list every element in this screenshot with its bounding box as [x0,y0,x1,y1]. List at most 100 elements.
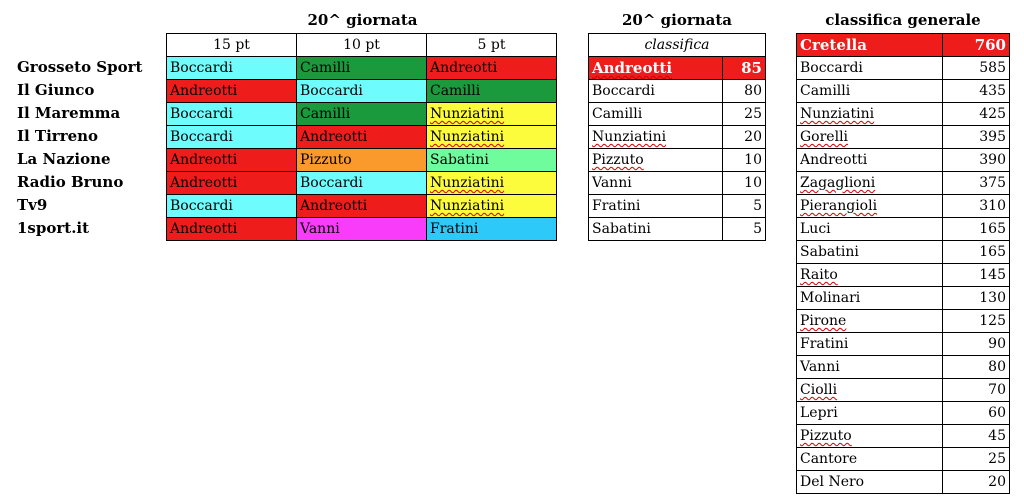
ranking-row: Pizzuto 45 [795,424,1010,448]
vote-cell: Camilli [296,56,427,80]
vote-cell: Andreotti [166,79,297,103]
ranking-score: 80 [722,79,766,103]
votes-header-row: 15 pt 10 pt 5 pt [166,33,557,57]
player-name: Cantore [800,451,858,467]
player-name: Lepri [800,405,838,421]
ranking-score: 310 [942,194,1010,218]
ranking-score: 165 [942,217,1010,241]
player-name: Nunziatini [800,106,875,122]
player-name: Nunziatini [592,129,667,145]
vote-name: Boccardi [300,83,363,99]
ranking-row: Boccardi 585 [795,56,1010,80]
vote-cell: Boccardi [166,56,297,80]
vote-cell: Andreotti [296,125,427,149]
vote-name: Boccardi [170,106,233,122]
player-name: Zagaglioni [800,175,876,191]
ranking-score: 125 [942,309,1010,333]
vote-cell: Boccardi [166,125,297,149]
ranking-row: Vanni 10 [587,171,766,195]
ranking-name: Andreotti [795,148,944,172]
player-name: Sabatini [592,221,651,237]
ranking-name: Lepri [795,401,944,425]
player-name: Camilli [592,106,643,122]
ranking-row: Pierangioli 310 [795,194,1010,218]
vote-name: Andreotti [170,83,238,99]
votes-title: 20^ giornata [307,11,418,29]
ranking-score: 25 [722,102,766,126]
ranking-row: Cretella 760 [795,33,1010,57]
ranking-name: Molinari [795,286,944,310]
vote-cell: Sabatini [426,148,557,172]
ranking-name: Vanni [587,171,724,195]
ranking-score: 60 [942,401,1010,425]
player-name: Pizzuto [800,428,852,444]
votes-row: Boccardi Andreotti Nunziatini [166,125,557,149]
general-ranking-table: Cretella 760 Boccardi 585 Camilli 435 Nunziati… [795,33,1010,494]
ranking-score: 85 [722,56,766,80]
ranking-name: Andreotti [587,56,724,80]
ranking-name: Raito [795,263,944,287]
player-name: Gorelli [800,129,849,145]
header-15pt: 15 pt [166,33,297,57]
votes-row: Andreotti Boccardi Nunziatini [166,171,557,195]
player-name: Del Nero [800,474,865,490]
round-subtitle-row: classifica [588,33,766,57]
vote-name: Vanni [300,221,340,237]
vote-cell: Boccardi [166,194,297,218]
ranking-score: 5 [722,217,766,241]
ranking-score: 70 [942,378,1010,402]
player-name: Raito [800,267,838,283]
player-name: Pirone [800,313,847,329]
vote-name: Camilli [300,60,351,76]
ranking-name: Nunziatini [587,125,724,149]
vote-cell: Pizzuto [296,148,427,172]
votes-row: Boccardi Camilli Andreotti [166,56,557,80]
votes-row: Boccardi Andreotti Nunziatini [166,194,557,218]
ranking-score: 395 [942,125,1010,149]
player-name: Pizzuto [592,152,644,168]
ranking-row: Sabatini 5 [587,217,766,241]
ranking-score: 80 [942,355,1010,379]
vote-cell: Nunziatini [426,194,557,218]
ranking-score: 130 [942,286,1010,310]
player-name: Boccardi [800,60,863,76]
ranking-score: 45 [942,424,1010,448]
ranking-row: Camilli 435 [795,79,1010,103]
ranking-row: Lepri 60 [795,401,1010,425]
ranking-name: Pierangioli [795,194,944,218]
vote-name: Camilli [300,106,351,122]
ranking-row: Vanni 80 [795,355,1010,379]
vote-cell: Andreotti [426,56,557,80]
ranking-name: Boccardi [587,79,724,103]
ranking-name: Vanni [795,355,944,379]
round-subtitle: classifica [588,33,766,57]
ranking-row: Luci 165 [795,217,1010,241]
outlet-label: 1sport.it [17,219,90,237]
ranking-row: Nunziatini 20 [587,125,766,149]
ranking-score: 760 [942,33,1010,57]
vote-name: Nunziatini [430,129,505,145]
ranking-score: 165 [942,240,1010,264]
header-5pt: 5 pt [426,33,557,57]
vote-name: Andreotti [170,152,238,168]
player-name: Andreotti [592,59,673,77]
vote-cell: Boccardi [296,79,427,103]
votes-table: 15 pt 10 pt 5 pt Boccardi Camilli Andreott… [166,33,557,241]
general-title: classifica generale [825,11,981,29]
ranking-name: Camilli [795,79,944,103]
vote-cell: Andreotti [166,171,297,195]
player-name: Vanni [592,175,632,191]
ranking-row: Molinari 130 [795,286,1010,310]
vote-cell: Boccardi [166,102,297,126]
ranking-name: Fratini [795,332,944,356]
ranking-row: Zagaglioni 375 [795,171,1010,195]
vote-cell: Nunziatini [426,102,557,126]
ranking-score: 375 [942,171,1010,195]
vote-name: Andreotti [170,221,238,237]
ranking-score: 435 [942,79,1010,103]
vote-cell: Nunziatini [426,125,557,149]
vote-name: Nunziatini [430,106,505,122]
ranking-score: 20 [942,470,1010,494]
ranking-name: Sabatini [587,217,724,241]
vote-cell: Boccardi [296,171,427,195]
